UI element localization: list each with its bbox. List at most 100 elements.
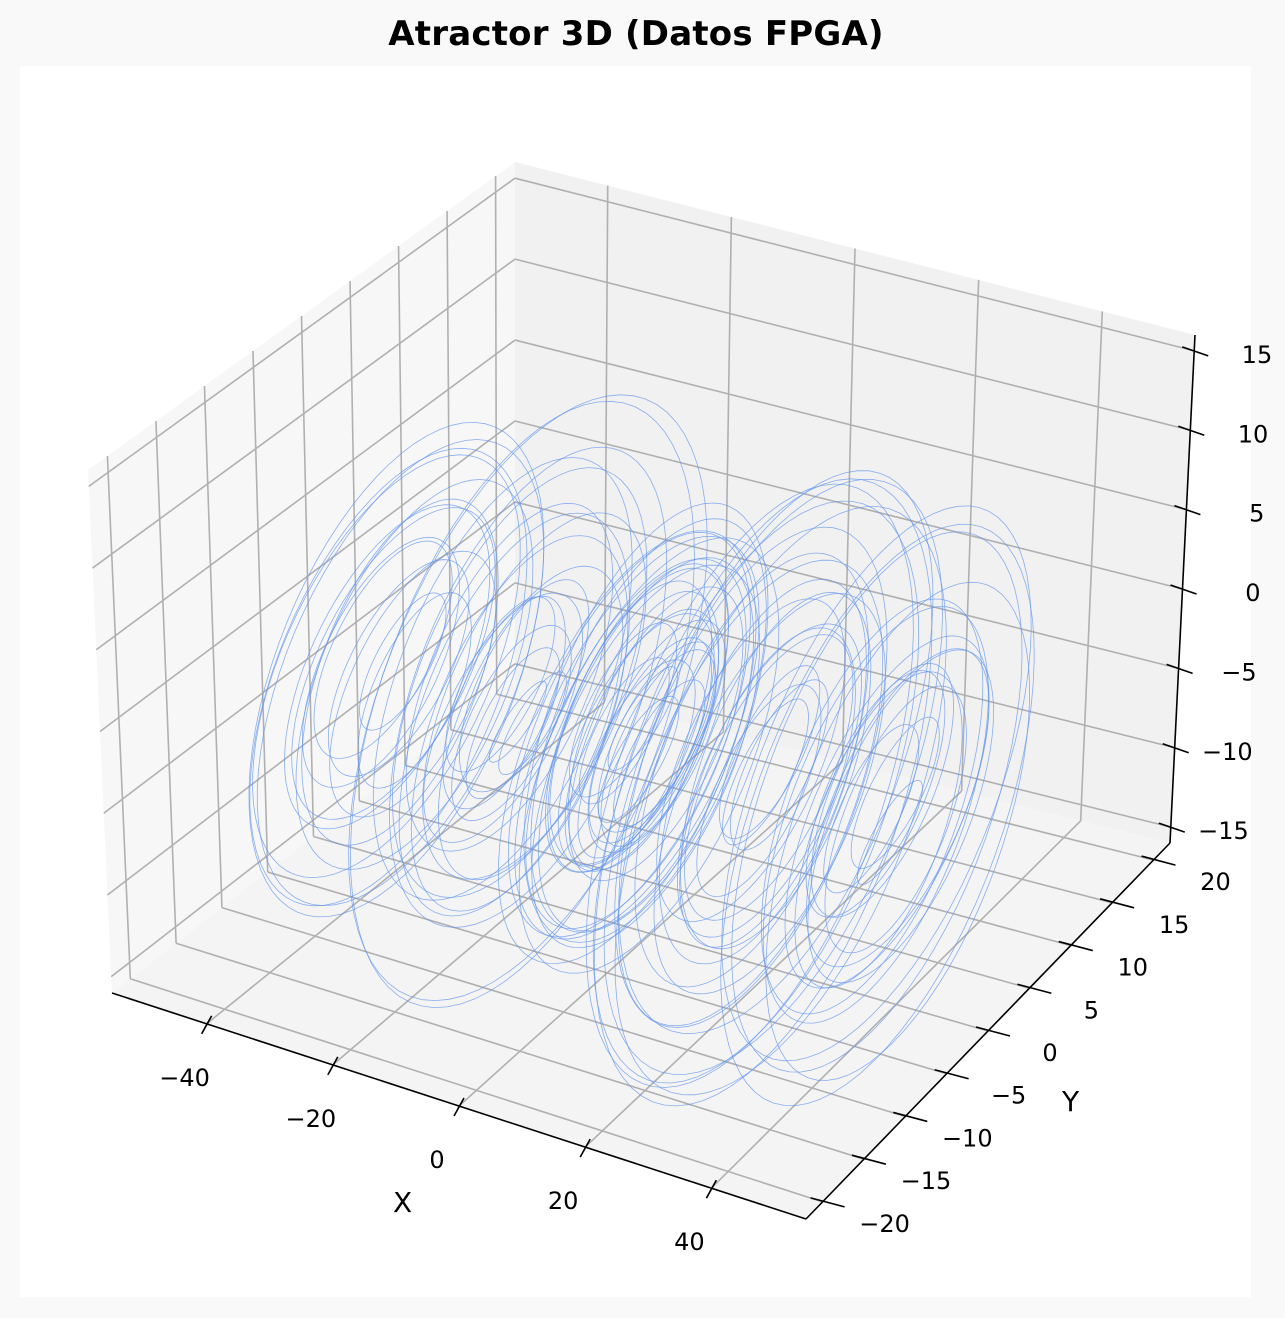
trajectory-loop	[392, 467, 648, 898]
gridline	[92, 258, 516, 569]
trajectory-loop	[538, 557, 755, 932]
trajectory-loop	[676, 623, 862, 938]
trajectory-loop	[564, 608, 719, 872]
gridline	[359, 800, 1030, 990]
y-tick-label: −20	[859, 1210, 910, 1238]
y-tick	[1017, 983, 1052, 995]
z-tick-label: 5	[1249, 500, 1264, 528]
x-tick	[453, 1097, 465, 1117]
z-tick	[1170, 584, 1197, 595]
trajectory-loop	[488, 680, 547, 763]
trajectory-loop	[295, 479, 534, 870]
z-tick	[1181, 346, 1209, 357]
z-tick-label: 0	[1245, 579, 1260, 607]
trajectory-loop	[249, 447, 528, 907]
trajectory-loop	[810, 663, 954, 918]
gridline	[99, 420, 516, 733]
gridline	[313, 835, 989, 1032]
z-tick	[1162, 742, 1189, 754]
axis-lines	[111, 334, 1209, 1220]
trajectory-loop	[458, 579, 590, 793]
z-tick	[1166, 663, 1193, 675]
gridline	[514, 258, 1191, 432]
trajectory-loop	[720, 523, 1035, 1107]
trajectory-loop	[252, 454, 521, 879]
gridline	[514, 420, 1183, 590]
trajectory-loop	[301, 498, 499, 846]
trajectory-loop	[805, 648, 990, 968]
trajectory-loop	[410, 535, 629, 912]
gridline	[95, 339, 516, 651]
gridline	[88, 177, 516, 487]
trajectory-loop	[549, 563, 729, 865]
chart-title: Atractor 3D (Datos FPGA)	[388, 14, 884, 54]
trajectory-loop	[523, 502, 769, 943]
trajectory-loop	[587, 619, 727, 853]
trajectory-loop	[389, 446, 667, 928]
trajectory-loop	[593, 478, 933, 1107]
tick-labels: −40−2002040−20−15−10−505101520−15−10−505…	[159, 341, 1272, 1256]
trajectory-loop	[684, 634, 854, 921]
trajectory-loop	[824, 685, 967, 954]
trajectory-loop	[607, 666, 678, 771]
y-tick	[893, 1111, 928, 1123]
y-tick	[1099, 898, 1135, 909]
x-tick	[200, 1015, 213, 1035]
trajectory-loop	[445, 596, 556, 773]
gridline	[514, 177, 1195, 352]
trajectory-loop	[545, 567, 729, 873]
trajectory-loop	[530, 518, 767, 933]
y-tick-label: 10	[1117, 954, 1148, 982]
z-tick	[1178, 425, 1205, 437]
trajectory-loop	[349, 400, 695, 1009]
y-tick	[1141, 855, 1176, 866]
trajectory-loop	[531, 564, 761, 949]
trajectory-loop	[805, 670, 946, 918]
z-tick-label: −15	[1198, 817, 1249, 845]
trajectory-loop	[613, 679, 706, 828]
trajectory-loop	[850, 716, 940, 869]
trajectory-loop	[614, 506, 947, 1096]
trajectory-loop	[807, 649, 995, 984]
gridline	[267, 871, 947, 1075]
trajectory-loop	[823, 724, 920, 894]
trajectory-loop	[547, 580, 713, 873]
trajectory-loop	[729, 679, 829, 851]
trajectory-loop	[437, 565, 624, 881]
gridline	[450, 729, 1113, 904]
trajectory-loop	[442, 595, 566, 810]
trajectory-loop	[721, 505, 1032, 1062]
gridline	[130, 978, 823, 1203]
x-axis-label: X	[393, 1186, 412, 1219]
trajectory-loop	[291, 507, 496, 820]
x-tick-label: 0	[429, 1146, 444, 1174]
trajectory-loop	[618, 559, 884, 1027]
trajectory-loop	[658, 578, 867, 965]
z-tick-label: −5	[1221, 658, 1256, 686]
x-tick-label: −40	[159, 1064, 210, 1092]
y-tick-label: 15	[1159, 911, 1190, 939]
trajectory-loop	[794, 671, 963, 989]
y-tick-label: 5	[1084, 996, 1099, 1024]
y-tick	[975, 1026, 1011, 1037]
trajectory-loop	[592, 500, 920, 1084]
gridline	[107, 582, 516, 896]
trajectory-loop	[760, 598, 984, 1015]
trajectory-loop	[398, 512, 631, 917]
trajectory-loop	[451, 624, 572, 822]
trajectory-loop	[248, 421, 545, 918]
trajectory-loop	[359, 592, 447, 731]
trajectory-loop	[653, 593, 886, 995]
y-tick	[1058, 940, 1093, 952]
trajectory-loop	[422, 512, 647, 880]
y-tick	[934, 1068, 969, 1080]
z-tick-label: −10	[1202, 738, 1253, 766]
z-tick	[1174, 504, 1201, 516]
x-tick	[327, 1056, 339, 1076]
y-tick-label: −10	[942, 1124, 993, 1152]
trajectory-loop	[465, 647, 561, 800]
y-tick	[851, 1154, 887, 1165]
trajectory-loop	[256, 439, 544, 907]
left-pane	[88, 162, 515, 993]
trajectory-loop	[284, 504, 491, 830]
